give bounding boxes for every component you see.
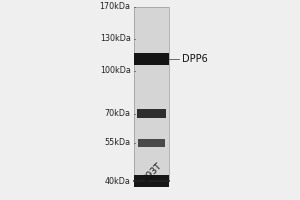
Bar (134, 7, 169, 181)
Text: 130kDa: 130kDa (100, 34, 130, 43)
Bar (134, 82, 169, 85)
Bar (134, 62, 169, 65)
Bar (134, 176, 169, 179)
Bar (134, 114, 169, 117)
Bar (134, 146, 169, 149)
Bar (134, 91, 169, 94)
Bar (138, 139, 165, 147)
Bar (134, 123, 169, 126)
Text: 100kDa: 100kDa (100, 66, 130, 75)
Bar (134, 85, 169, 88)
Bar (134, 77, 169, 79)
Bar (134, 158, 169, 161)
Bar (134, 141, 169, 144)
Bar (134, 100, 169, 103)
Bar (134, 65, 169, 68)
Bar (134, 39, 169, 42)
Text: 293T: 293T (142, 161, 164, 183)
Bar (134, 97, 169, 100)
Bar (134, 53, 169, 65)
Bar (134, 94, 169, 97)
Text: DPP6: DPP6 (182, 54, 207, 64)
Bar (134, 15, 169, 18)
Bar (134, 126, 169, 129)
Bar (134, 50, 169, 53)
Bar (134, 53, 169, 56)
Bar (134, 36, 169, 39)
Text: 40kDa: 40kDa (105, 177, 130, 186)
Bar (134, 47, 169, 50)
Bar (134, 129, 169, 132)
Bar (134, 120, 169, 123)
Bar (134, 106, 169, 109)
Bar (134, 45, 169, 47)
Bar (134, 56, 169, 59)
Bar (134, 33, 169, 36)
Bar (134, 144, 169, 146)
Bar (134, 164, 169, 167)
Bar (137, 109, 166, 118)
Bar (134, 173, 169, 176)
Text: 55kDa: 55kDa (104, 138, 130, 147)
Bar (134, 74, 169, 77)
Text: 70kDa: 70kDa (105, 109, 130, 118)
Bar (134, 152, 169, 155)
Bar (134, 170, 169, 173)
Bar (134, 42, 169, 45)
Bar (134, 175, 169, 187)
Bar (134, 117, 169, 120)
Bar (134, 18, 169, 21)
Bar (134, 59, 169, 62)
Bar (134, 112, 169, 114)
Bar (134, 21, 169, 24)
Bar (134, 167, 169, 170)
Bar (134, 7, 169, 10)
Bar (134, 12, 169, 15)
Bar (134, 161, 169, 164)
Bar (134, 132, 169, 135)
Bar (134, 88, 169, 91)
Text: 170kDa: 170kDa (100, 2, 130, 11)
Bar (134, 27, 169, 30)
Bar (134, 30, 169, 33)
Bar (134, 179, 169, 181)
Bar (134, 71, 169, 74)
Bar (134, 155, 169, 158)
Bar (134, 68, 169, 71)
Bar (134, 138, 169, 141)
Bar (134, 103, 169, 106)
Bar (134, 24, 169, 27)
Bar (134, 149, 169, 152)
Bar (134, 79, 169, 82)
Bar (134, 109, 169, 112)
Bar (134, 10, 169, 12)
Bar (134, 135, 169, 138)
